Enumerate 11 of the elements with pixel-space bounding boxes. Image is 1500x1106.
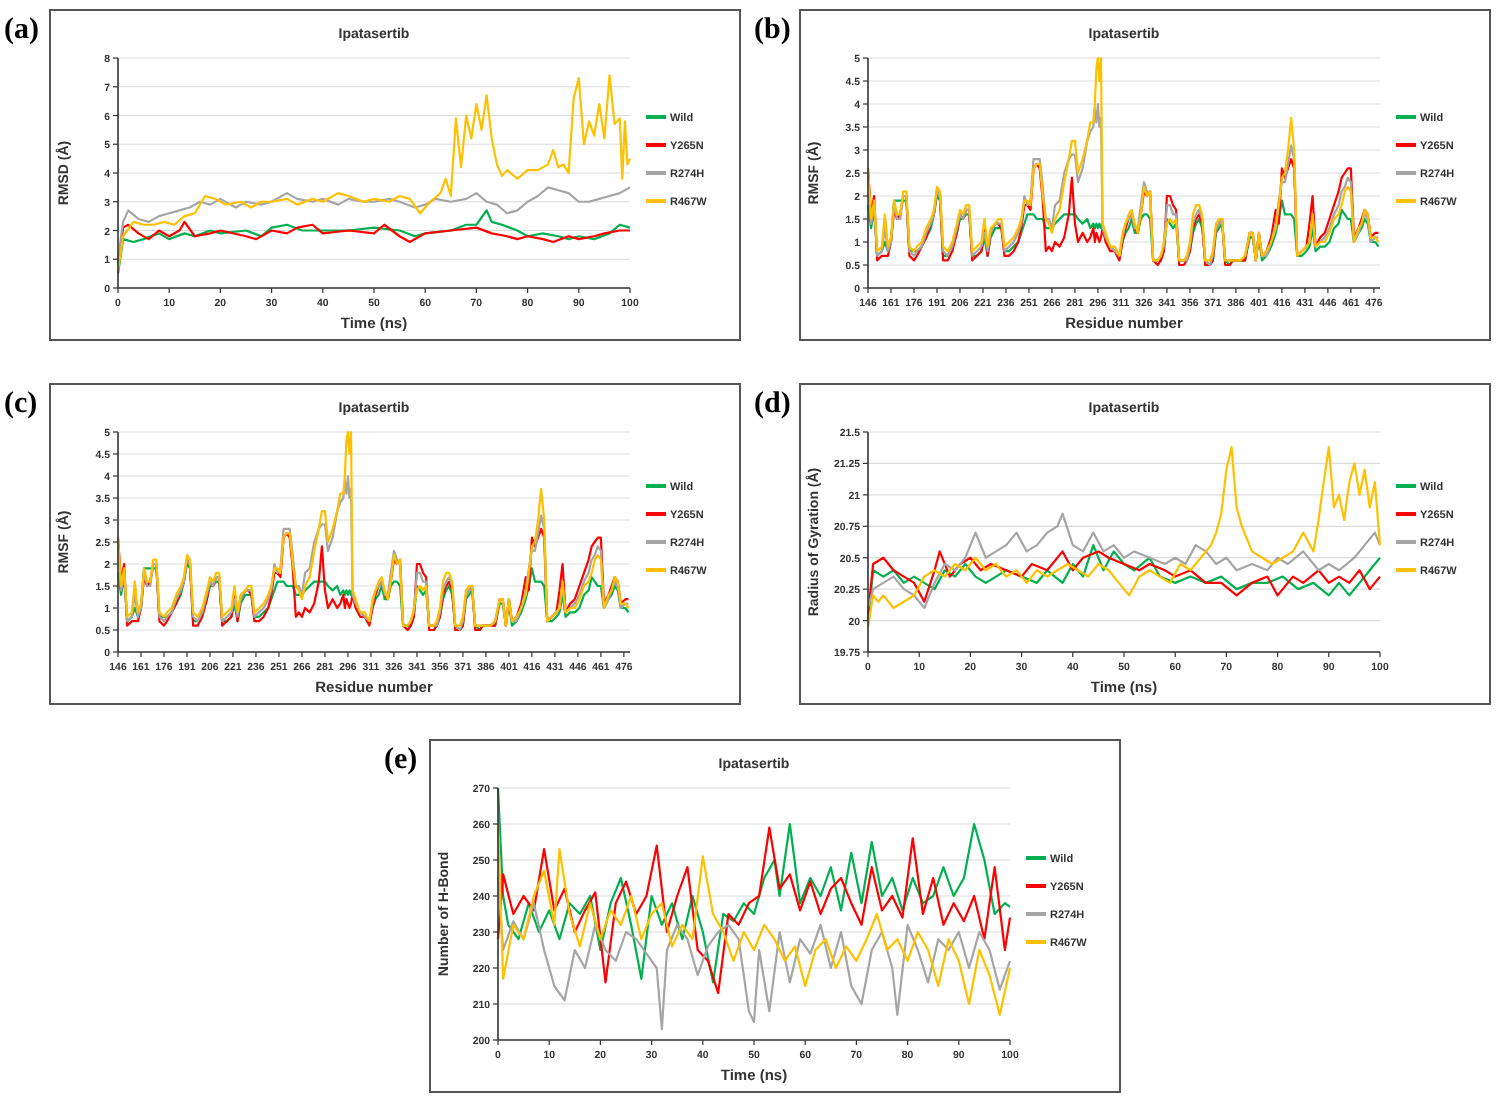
line-series: [116, 209, 632, 275]
text: (e): [384, 744, 418, 776]
text: (c): [4, 388, 38, 420]
line-series: [866, 56, 1380, 262]
line-series: [866, 445, 1382, 628]
text: (b): [754, 14, 791, 46]
text: (d): [754, 388, 791, 420]
line-series: [116, 430, 630, 627]
line-series: [116, 74, 632, 272]
text: (a): [4, 14, 39, 46]
line-series: [866, 512, 1382, 610]
